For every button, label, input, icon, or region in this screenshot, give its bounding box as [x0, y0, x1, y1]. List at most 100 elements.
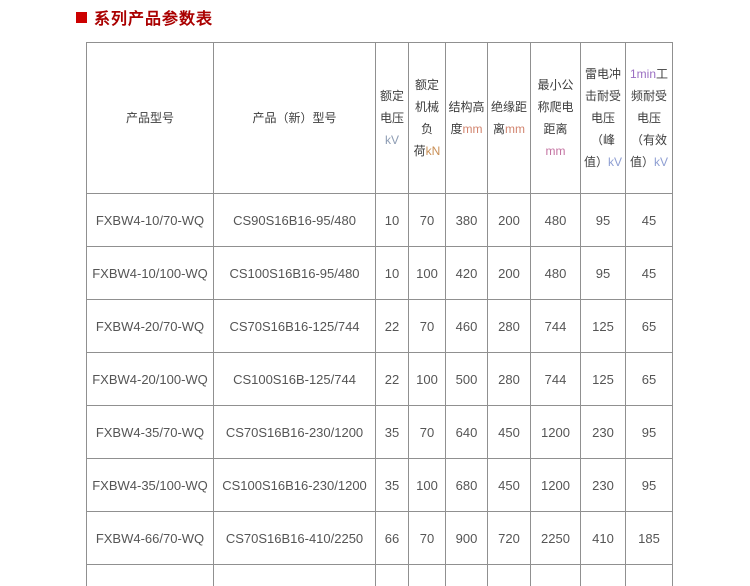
cell-structure-height: 940	[445, 564, 488, 586]
unit-label: kV	[384, 133, 399, 147]
unit-label: mm	[505, 122, 525, 136]
cell-insulation-distance: 280	[487, 299, 531, 353]
cell-product-model: FXBW4-20/100-WQ	[86, 352, 214, 406]
cell-rated-voltage: 22	[375, 352, 409, 406]
column-header-structure-height: 结构高 度mm	[445, 42, 488, 194]
cell-product-new-model: CS90S16B16-95/480	[213, 193, 376, 247]
cell-min-creepage-distance: 2250	[530, 511, 581, 565]
column-header-min-creepage-distance: 最小公 称爬电 距离 mm	[530, 42, 581, 194]
header-row: 产品型号 产品（新）型号 额定 电压 kV 额定 机械负荷kN 结构高 度mm 绝缘距 离mm 最小公…	[86, 42, 673, 194]
cell-lightning-impulse-withstand-voltage: 230	[580, 458, 626, 512]
column-header-power-frequency-withstand-voltage: 1min工 频耐受 电压 （有效 值）kV	[625, 42, 673, 194]
cell-power-frequency-withstand-voltage: 185	[625, 511, 673, 565]
cell-product-model: FXBW4-20/70-WQ	[86, 299, 214, 353]
header-label: 频耐受	[630, 89, 667, 103]
cell-power-frequency-withstand-voltage: 45	[625, 193, 673, 247]
cell-rated-voltage: 22	[375, 299, 409, 353]
table-row: FXBW4-20/100-WQ CS100S16B-125/744 22 100 500…	[86, 352, 673, 406]
column-header-product-model: 产品型号	[86, 42, 214, 194]
cell-product-new-model: CS100S16B-125/744	[213, 352, 376, 406]
cell-product-model: FXBW4-35/100-WQ	[86, 458, 214, 512]
cell-product-model: FXBW4-35/70-WQ	[86, 405, 214, 459]
cell-rated-mechanical-load: 70	[408, 193, 446, 247]
header-label: 雷电冲	[584, 67, 621, 81]
cell-product-new-model: CS70S16B16-230/1200	[213, 405, 376, 459]
header-label: （峰	[590, 133, 615, 147]
cell-product-model: FXBW4-10/70-WQ	[86, 193, 214, 247]
table-row: FXBW4-10/100-WQ CS100S16B16-95/480 10 100 42…	[86, 246, 673, 300]
cell-structure-height: 500	[445, 352, 488, 406]
cell-insulation-distance: 720	[487, 564, 531, 586]
header-label: 离	[492, 122, 505, 136]
table-body: FXBW4-10/70-WQ CS90S16B16-95/480 10 70 380 20…	[86, 193, 673, 586]
header-label: 电压	[636, 111, 661, 125]
header-label: 荷	[413, 144, 426, 158]
header-label: 击耐受	[584, 89, 621, 103]
cell-rated-voltage: 35	[375, 458, 409, 512]
table-row: FXBW4-20/70-WQ CS70S16B16-125/744 22 70 460 2…	[86, 299, 673, 353]
table-row: FXBW4-66/100-WQCS100S16B16-410/225066100…	[86, 564, 673, 586]
unit-label: mm	[545, 144, 566, 158]
header-label: 绝缘距	[490, 100, 527, 114]
cell-lightning-impulse-withstand-voltage: 230	[580, 405, 626, 459]
header-label: 机械	[414, 100, 439, 114]
column-header-product-new-model: 产品（新）型号	[213, 42, 376, 194]
cell-product-model: FXBW4-66/100-WQ	[86, 564, 214, 586]
cell-min-creepage-distance: 1200	[530, 458, 581, 512]
cell-product-new-model: CS100S16B16-230/1200	[213, 458, 376, 512]
cell-structure-height: 680	[445, 458, 488, 512]
table-row: FXBW4-35/70-WQ CS70S16B16-230/1200 35 70 640…	[86, 405, 673, 459]
cell-structure-height: 420	[445, 246, 488, 300]
cell-product-new-model: CS70S16B16-410/2250	[213, 511, 376, 565]
header-label: （有效	[630, 133, 667, 147]
column-header-rated-mechanical-load: 额定机械负荷kN	[408, 42, 446, 194]
header-label: 称爬电	[537, 100, 574, 114]
cell-rated-voltage: 35	[375, 405, 409, 459]
header-label: 额定	[414, 78, 439, 92]
header-label: 最小公	[537, 78, 574, 92]
header-label: 工	[656, 67, 669, 81]
cell-insulation-distance: 720	[487, 511, 531, 565]
unit-label: kV	[654, 155, 669, 169]
cell-lightning-impulse-withstand-voltage: 95	[580, 193, 626, 247]
table-row: FXBW4-10/70-WQ CS90S16B16-95/480 10 70 380 20…	[86, 193, 673, 247]
column-header-rated-voltage: 额定 电压 kV	[375, 42, 409, 194]
cell-rated-mechanical-load: 100	[408, 352, 446, 406]
cell-rated-mechanical-load: 100	[408, 458, 446, 512]
cell-insulation-distance: 280	[487, 352, 531, 406]
product-parameters-table: 产品型号 产品（新）型号 额定 电压 kV 额定 机械负荷kN 结构高 度mm 绝缘距 离mm 最小公…	[86, 42, 673, 586]
header-label: 值）	[629, 155, 654, 169]
cell-rated-voltage: 66	[375, 564, 409, 586]
unit-label: kV	[608, 155, 623, 169]
page-title: 系列产品参数表	[94, 11, 214, 28]
cell-insulation-distance: 200	[487, 193, 531, 247]
cell-lightning-impulse-withstand-voltage: 95	[580, 246, 626, 300]
cell-lightning-impulse-withstand-voltage: 125	[580, 352, 626, 406]
red-square-bullet-icon	[76, 11, 87, 23]
cell-rated-voltage: 10	[375, 246, 409, 300]
cell-structure-height: 460	[445, 299, 488, 353]
header-label: 额定	[379, 89, 404, 103]
cell-lightning-impulse-withstand-voltage: 410	[580, 564, 626, 586]
cell-power-frequency-withstand-voltage: 65	[625, 352, 673, 406]
cell-rated-mechanical-load: 100	[408, 246, 446, 300]
unit-label: kN	[425, 144, 441, 158]
header-label: 值）	[583, 155, 608, 169]
table-row: FXBW4-35/100-WQ CS100S16B16-230/1200 35 100…	[86, 458, 673, 512]
cell-rated-mechanical-load: 100	[408, 564, 446, 586]
header-label: 电压	[590, 111, 615, 125]
column-header-lightning-impulse-withstand-voltage: 雷电冲击耐受电压 （峰值）kV	[580, 42, 626, 194]
cell-lightning-impulse-withstand-voltage: 410	[580, 511, 626, 565]
cell-power-frequency-withstand-voltage: 95	[625, 405, 673, 459]
cell-min-creepage-distance: 2250	[530, 564, 581, 586]
unit-label: mm	[462, 122, 483, 136]
header-label: 负	[420, 122, 433, 136]
cell-lightning-impulse-withstand-voltage: 125	[580, 299, 626, 353]
cell-product-model: FXBW4-66/70-WQ	[86, 511, 214, 565]
cell-rated-mechanical-load: 70	[408, 405, 446, 459]
cell-rated-mechanical-load: 70	[408, 511, 446, 565]
cell-rated-voltage: 10	[375, 193, 409, 247]
cell-insulation-distance: 200	[487, 246, 531, 300]
cell-min-creepage-distance: 480	[530, 246, 581, 300]
